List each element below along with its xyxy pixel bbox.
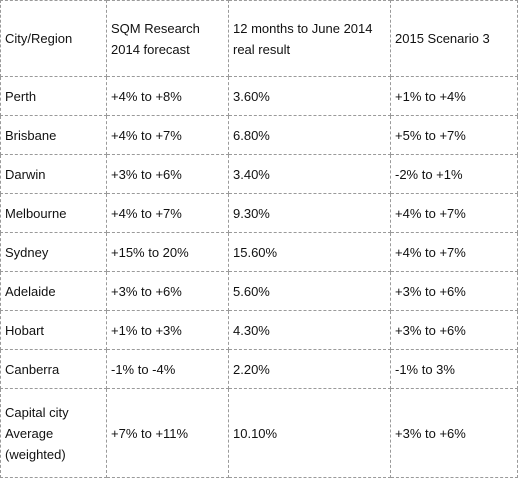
cell-scenario: +4% to +7% bbox=[390, 232, 518, 272]
cell-real-result: 3.40% bbox=[228, 154, 391, 194]
cell-forecast: +4% to +8% bbox=[106, 76, 229, 116]
cell-scenario: +4% to +7% bbox=[390, 193, 518, 233]
cell-city: Capital city Average (weighted) bbox=[0, 388, 107, 478]
header-sqm-forecast: SQM Research 2014 forecast bbox=[106, 0, 229, 77]
table-row-average: Capital city Average (weighted) +7% to +… bbox=[0, 388, 518, 478]
table-row: Brisbane +4% to +7% 6.80% +5% to +7% bbox=[0, 115, 518, 155]
cell-real-result: 3.60% bbox=[228, 76, 391, 116]
table-row: Adelaide +3% to +6% 5.60% +3% to +6% bbox=[0, 271, 518, 311]
header-real-result: 12 months to June 2014 real result bbox=[228, 0, 391, 77]
cell-forecast: +3% to +6% bbox=[106, 271, 229, 311]
cell-forecast: +4% to +7% bbox=[106, 115, 229, 155]
cell-city: Brisbane bbox=[0, 115, 107, 155]
header-2015-scenario: 2015 Scenario 3 bbox=[390, 0, 518, 77]
cell-scenario: +3% to +6% bbox=[390, 388, 518, 478]
cell-real-result: 5.60% bbox=[228, 271, 391, 311]
cell-city: Sydney bbox=[0, 232, 107, 272]
cell-city: Darwin bbox=[0, 154, 107, 194]
cell-scenario: -2% to +1% bbox=[390, 154, 518, 194]
cell-scenario: +3% to +6% bbox=[390, 310, 518, 350]
cell-city: Adelaide bbox=[0, 271, 107, 311]
table-row: Canberra -1% to -4% 2.20% -1% to 3% bbox=[0, 349, 518, 389]
cell-real-result: 4.30% bbox=[228, 310, 391, 350]
cell-real-result: 6.80% bbox=[228, 115, 391, 155]
cell-forecast: +7% to +11% bbox=[106, 388, 229, 478]
header-city-region: City/Region bbox=[0, 0, 107, 77]
cell-real-result: 2.20% bbox=[228, 349, 391, 389]
table-header-row: City/Region SQM Research 2014 forecast 1… bbox=[0, 0, 518, 77]
cell-scenario: -1% to 3% bbox=[390, 349, 518, 389]
table-row: Hobart +1% to +3% 4.30% +3% to +6% bbox=[0, 310, 518, 350]
cell-forecast: +4% to +7% bbox=[106, 193, 229, 233]
cell-real-result: 10.10% bbox=[228, 388, 391, 478]
cell-city: Hobart bbox=[0, 310, 107, 350]
table-row: Sydney +15% to 20% 15.60% +4% to +7% bbox=[0, 232, 518, 272]
cell-real-result: 9.30% bbox=[228, 193, 391, 233]
cell-real-result: 15.60% bbox=[228, 232, 391, 272]
cell-forecast: +3% to +6% bbox=[106, 154, 229, 194]
cell-scenario: +3% to +6% bbox=[390, 271, 518, 311]
table-row: Perth +4% to +8% 3.60% +1% to +4% bbox=[0, 76, 518, 116]
cell-forecast: +15% to 20% bbox=[106, 232, 229, 272]
cell-forecast: -1% to -4% bbox=[106, 349, 229, 389]
table-row: Melbourne +4% to +7% 9.30% +4% to +7% bbox=[0, 193, 518, 233]
cell-city: Canberra bbox=[0, 349, 107, 389]
table-row: Darwin +3% to +6% 3.40% -2% to +1% bbox=[0, 154, 518, 194]
cell-scenario: +5% to +7% bbox=[390, 115, 518, 155]
cell-forecast: +1% to +3% bbox=[106, 310, 229, 350]
cell-city: Melbourne bbox=[0, 193, 107, 233]
cell-city: Perth bbox=[0, 76, 107, 116]
cell-scenario: +1% to +4% bbox=[390, 76, 518, 116]
